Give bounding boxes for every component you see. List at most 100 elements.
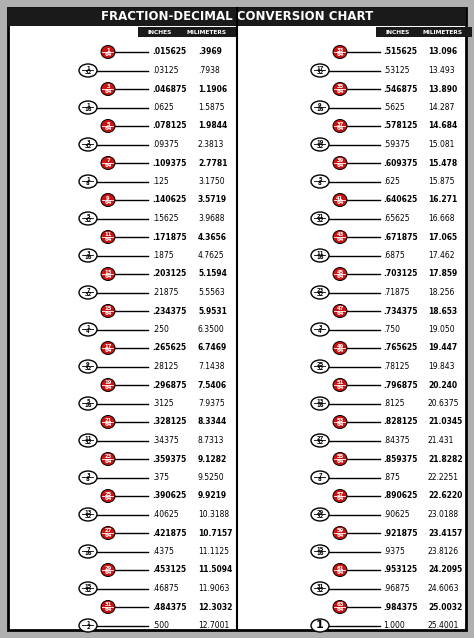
Text: INCHES: INCHES [148,29,172,34]
Text: .859375: .859375 [383,454,418,463]
Text: 2: 2 [86,625,90,630]
Ellipse shape [311,138,329,151]
Text: 5: 5 [318,177,322,182]
Text: 64: 64 [104,459,112,464]
Text: 27: 27 [316,436,324,441]
Text: 5.1594: 5.1594 [198,269,227,279]
Text: 17.065: 17.065 [428,232,457,242]
Text: 3: 3 [86,140,90,145]
Text: 53: 53 [337,417,344,422]
Text: .421875: .421875 [152,528,186,537]
Ellipse shape [79,323,97,336]
Text: 11.9063: 11.9063 [198,584,229,593]
Text: 57: 57 [337,491,344,496]
Text: .59375: .59375 [383,140,410,149]
Text: 7: 7 [86,547,90,552]
Text: .4375: .4375 [152,547,174,556]
Text: 22.6220: 22.6220 [428,491,462,500]
Text: 8.7313: 8.7313 [198,436,225,445]
Text: 59: 59 [337,528,344,533]
Text: 16: 16 [84,403,92,408]
Text: 1: 1 [86,103,90,108]
Text: 45: 45 [337,269,344,274]
Text: .375: .375 [152,473,169,482]
Text: 64: 64 [337,607,344,612]
Text: 15.478: 15.478 [428,158,457,168]
Text: 55: 55 [337,454,344,459]
Ellipse shape [333,82,347,96]
Text: .203125: .203125 [152,269,186,279]
Text: .546875: .546875 [383,84,418,94]
Text: 64: 64 [104,200,112,205]
Ellipse shape [101,452,115,466]
Text: 7: 7 [318,473,322,478]
Text: 25: 25 [104,491,111,496]
Text: 10.3188: 10.3188 [198,510,229,519]
Text: .703125: .703125 [383,269,418,279]
Text: 15: 15 [104,306,112,311]
Ellipse shape [333,267,347,281]
Ellipse shape [79,175,97,188]
Text: 24.2095: 24.2095 [428,565,462,574]
Text: 16: 16 [316,107,324,112]
Text: 64: 64 [337,237,344,242]
Text: 29: 29 [316,510,324,515]
Text: 64: 64 [104,533,112,538]
Text: .71875: .71875 [383,288,410,297]
Text: 64: 64 [337,89,344,94]
Ellipse shape [101,563,115,577]
Text: .984375: .984375 [383,602,418,611]
Text: 64: 64 [337,200,344,205]
Text: 61: 61 [336,565,344,570]
Text: 16.668: 16.668 [428,214,455,223]
Text: 7.9375: 7.9375 [198,399,225,408]
Text: .5625: .5625 [383,103,405,112]
Text: .328125: .328125 [152,417,186,426]
Text: .734375: .734375 [383,306,418,316]
Ellipse shape [101,378,115,392]
Text: 64: 64 [337,459,344,464]
Text: 33: 33 [337,47,344,52]
Text: 64: 64 [104,311,112,316]
Ellipse shape [101,526,115,540]
Text: 18.653: 18.653 [428,306,457,316]
Ellipse shape [101,156,115,170]
Text: 5: 5 [86,399,90,404]
Text: 1: 1 [316,621,324,630]
Text: 64: 64 [337,274,344,279]
Ellipse shape [101,267,115,281]
Text: 37: 37 [337,121,344,126]
Text: 32: 32 [316,144,324,149]
Ellipse shape [311,212,329,225]
Ellipse shape [101,600,115,614]
Text: 1: 1 [86,325,90,330]
Text: .078125: .078125 [152,121,186,131]
Text: 32: 32 [84,440,91,445]
Ellipse shape [101,45,115,59]
Text: .78125: .78125 [383,362,410,371]
Ellipse shape [101,304,115,318]
Text: 16.271: 16.271 [428,195,457,205]
Text: FRACTION-DECIMAL CONVERSION CHART: FRACTION-DECIMAL CONVERSION CHART [101,10,373,24]
Text: 20.240: 20.240 [428,380,457,390]
Text: .15625: .15625 [152,214,179,223]
Text: 3: 3 [106,84,110,89]
Ellipse shape [79,64,97,77]
Text: 25: 25 [316,362,324,367]
Text: 64: 64 [104,89,112,94]
Ellipse shape [79,545,97,558]
Text: 15: 15 [84,584,91,589]
Text: 32: 32 [316,218,324,223]
Ellipse shape [311,508,329,521]
Text: 19.050: 19.050 [428,325,455,334]
Text: 16: 16 [316,255,324,260]
Text: 10.7157: 10.7157 [198,528,233,537]
Text: .953125: .953125 [383,565,417,574]
Text: 51: 51 [337,380,344,385]
Ellipse shape [311,323,329,336]
Text: .0625: .0625 [152,103,174,112]
Text: 6.7469: 6.7469 [198,343,227,353]
Text: 23: 23 [104,454,111,459]
Ellipse shape [79,360,97,373]
Text: 4.3656: 4.3656 [198,232,227,242]
